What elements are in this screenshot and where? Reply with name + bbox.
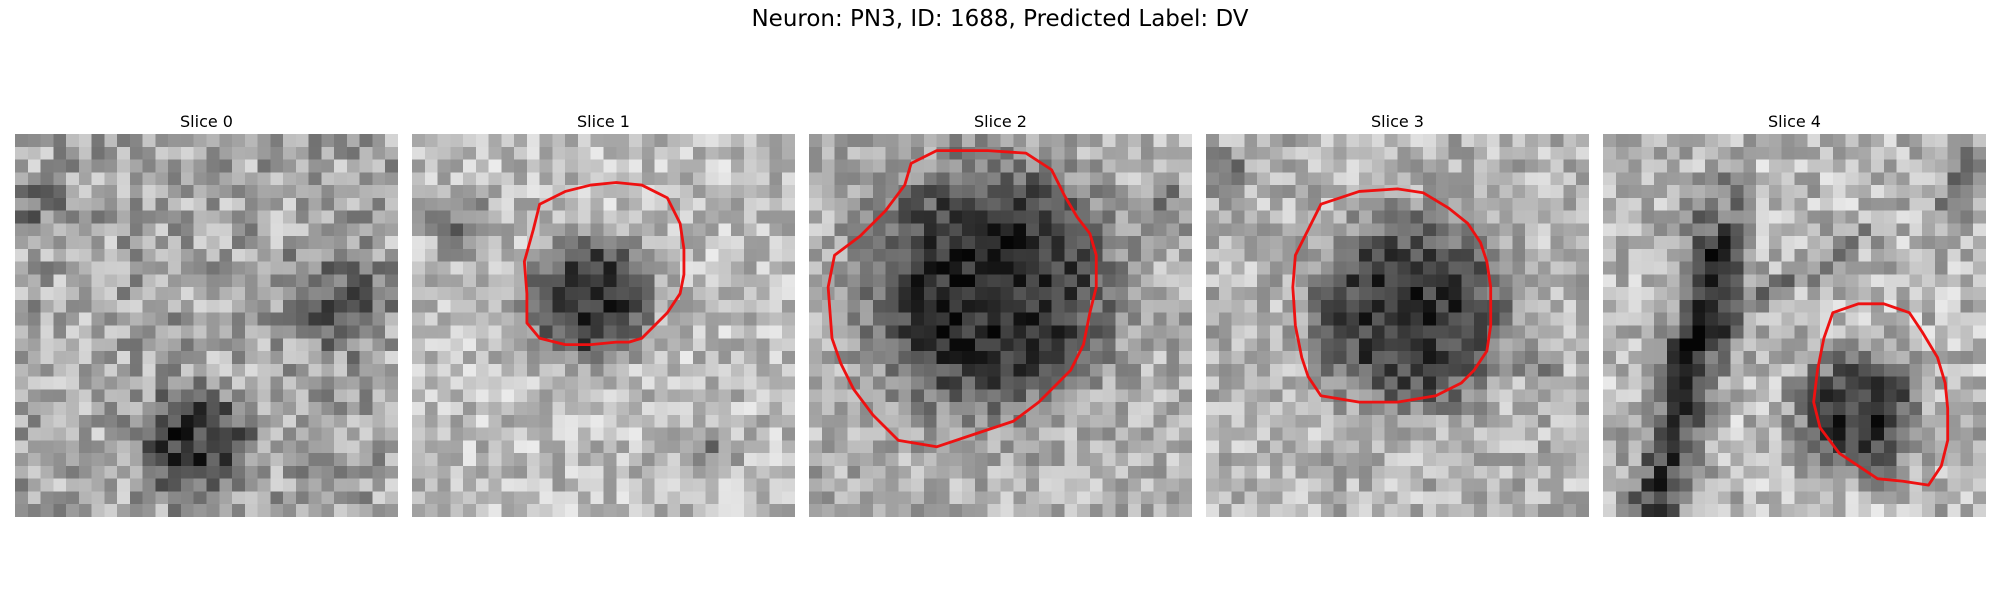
segmentation-contour-2 [826,149,1098,449]
segmentation-contour-3 [1291,187,1493,404]
segmentation-contour-1 [522,181,686,347]
slice-title-4: Slice 4 [1768,112,1821,131]
slice-title-1: Slice 1 [577,112,630,131]
slice-image-4 [1603,134,1986,517]
slice-title-2: Slice 2 [974,112,1027,131]
slice-image-0 [15,134,398,517]
slice-image-1 [412,134,795,517]
slice-panel-3: Slice 3 [1206,110,1589,517]
slice-title-0: Slice 0 [180,112,233,131]
segmentation-contour-4 [1812,302,1950,487]
figure-title: Neuron: PN3, ID: 1688, Predicted Label: … [751,6,1249,32]
slice-panel-0: Slice 0 [15,110,398,517]
slice-title-3: Slice 3 [1371,112,1424,131]
slice-image-2 [809,134,1192,517]
slice-panel-4: Slice 4 [1603,110,1986,517]
slice-panel-2: Slice 2 [809,110,1192,517]
slice-panel-1: Slice 1 [412,110,795,517]
slice-image-3 [1206,134,1589,517]
